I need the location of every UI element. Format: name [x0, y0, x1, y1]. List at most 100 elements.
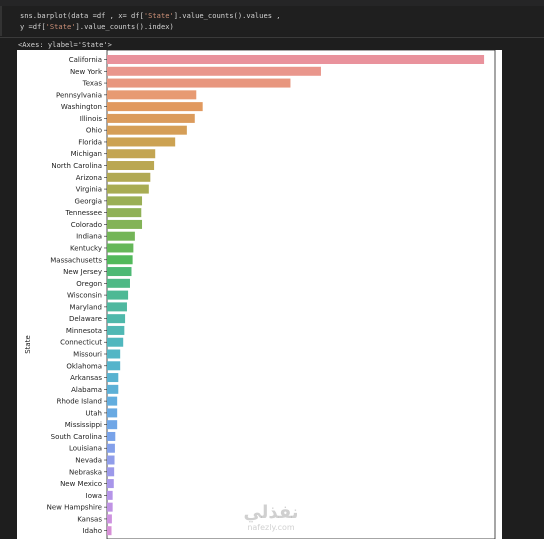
chart-figure: California New York Texas Pennsylvania Washi… — [17, 50, 502, 539]
y-tick-label: Arkansas — [70, 374, 102, 382]
bar-arizona — [107, 172, 151, 182]
toolbar-strip — [0, 0, 544, 6]
y-tick-label: Wisconsin — [67, 292, 102, 300]
y-tick-label: Indiana — [76, 233, 102, 241]
bar-virginia — [107, 184, 149, 194]
bar-north-carolina — [107, 161, 155, 171]
bar-pennsylvania — [107, 90, 197, 100]
bar-texas — [107, 78, 291, 88]
bar-colorado — [107, 219, 143, 229]
y-tick-label: Michigan — [71, 150, 102, 158]
y-tick-label: Iowa — [86, 492, 102, 500]
y-tick-label: South Carolina — [51, 433, 102, 441]
y-tick-label: Massachusetts — [50, 256, 102, 264]
bar-missouri — [107, 349, 121, 359]
axes-frame — [106, 50, 496, 539]
y-tick-label: Delaware — [69, 315, 102, 323]
bar-georgia — [107, 196, 143, 206]
y-tick-label: North Carolina — [51, 162, 102, 170]
bar-new-mexico — [107, 479, 114, 489]
bar-delaware — [107, 314, 126, 324]
y-tick-label: Tennessee — [65, 209, 102, 217]
y-tick-label: Florida — [78, 138, 102, 146]
y-tick-label: Ohio — [86, 127, 102, 135]
bar-michigan — [107, 149, 156, 159]
bar-massachusetts — [107, 255, 133, 265]
y-tick-label: Pennsylvania — [56, 91, 102, 99]
bar-nevada — [107, 455, 115, 465]
bar-connecticut — [107, 337, 124, 347]
bar-mississippi — [107, 420, 118, 430]
output-repr: <Axes: ylabel='State'> — [18, 40, 112, 49]
y-tick-label: Colorado — [71, 221, 102, 229]
bar-utah — [107, 408, 118, 418]
bar-new-hampshire — [107, 502, 113, 512]
code-cell[interactable]: sns.barplot(data =df , x= df['State'].va… — [0, 6, 544, 36]
bar-florida — [107, 137, 176, 147]
bar-oregon — [107, 278, 130, 288]
bar-ohio — [107, 125, 187, 135]
bar-south-carolina — [107, 431, 116, 441]
bar-rhode-island — [107, 396, 118, 406]
bar-new-jersey — [107, 267, 132, 277]
y-tick-label: Kentucky — [70, 244, 102, 252]
bar-kentucky — [107, 243, 134, 253]
y-tick-label: Alabama — [71, 386, 102, 394]
y-tick-label: Kansas — [77, 515, 102, 523]
bar-tennessee — [107, 208, 142, 218]
code-line-2-text: y =df[ — [20, 22, 46, 31]
bar-arkansas — [107, 373, 119, 383]
y-tick-label: Maryland — [70, 303, 102, 311]
y-tick-label: Arizona — [76, 174, 102, 182]
cell-divider — [0, 37, 544, 38]
bar-kansas — [107, 514, 112, 524]
bar-iowa — [107, 490, 113, 500]
code-source[interactable]: sns.barplot(data =df , x= df['State'].va… — [20, 10, 281, 32]
y-tick-label: Oregon — [76, 280, 102, 288]
y-tick-label: Oklahoma — [66, 362, 102, 370]
y-tick-label: Utah — [85, 409, 102, 417]
y-tick-label: Illinois — [80, 115, 103, 123]
bar-louisiana — [107, 443, 115, 453]
y-tick-label: New Hampshire — [47, 504, 102, 512]
bar-california — [107, 55, 485, 64]
y-tick-label: Nebraska — [69, 468, 102, 476]
bar-idaho — [107, 526, 112, 536]
code-line-2-string: 'State' — [45, 22, 76, 31]
bar-washington — [107, 102, 203, 112]
y-tick-label: Virginia — [76, 186, 102, 194]
y-tick-label: Washington — [61, 103, 102, 111]
y-tick-label: Minnesota — [66, 327, 102, 335]
code-line-1-text: sns.barplot(data =df , x= df[ — [20, 11, 144, 20]
y-tick-label: Missouri — [73, 351, 102, 359]
watermark-latin: nafezly.com — [247, 523, 295, 532]
y-tick-label: New Jersey — [63, 268, 102, 276]
y-tick-label: Louisiana — [69, 445, 102, 453]
y-tick-label: Nevada — [75, 457, 102, 465]
code-line-2-tail: ].value_counts().index) — [75, 22, 174, 31]
watermark: نفذلي nafezly.com — [236, 502, 306, 533]
watermark-arabic: نفذلي — [243, 502, 299, 523]
bar-wisconsin — [107, 290, 129, 300]
bar-maryland — [107, 302, 127, 312]
bar-minnesota — [107, 325, 125, 335]
y-tick-label: New York — [70, 68, 103, 76]
bar-oklahoma — [107, 361, 121, 371]
bar-alabama — [107, 384, 119, 394]
y-tick-label: Georgia — [75, 197, 102, 205]
bar-illinois — [107, 113, 195, 123]
y-tick-label: Rhode Island — [57, 398, 102, 406]
bar-chart: California New York Texas Pennsylvania Washi… — [24, 50, 496, 539]
y-tick-label: Idaho — [82, 527, 102, 535]
bar-indiana — [107, 231, 135, 241]
y-tick-label: Texas — [82, 80, 103, 88]
y-axis-label: State — [24, 335, 32, 354]
y-tick-label: California — [69, 56, 102, 64]
y-tick-label: Mississippi — [65, 421, 102, 429]
bar-new-york — [107, 66, 321, 76]
y-tick-label: Connecticut — [60, 339, 102, 347]
bar-nebraska — [107, 467, 115, 477]
code-line-1-string: 'State' — [143, 11, 174, 20]
y-tick-label: New Mexico — [60, 480, 102, 488]
code-line-1-tail: ].value_counts().values , — [173, 11, 281, 20]
